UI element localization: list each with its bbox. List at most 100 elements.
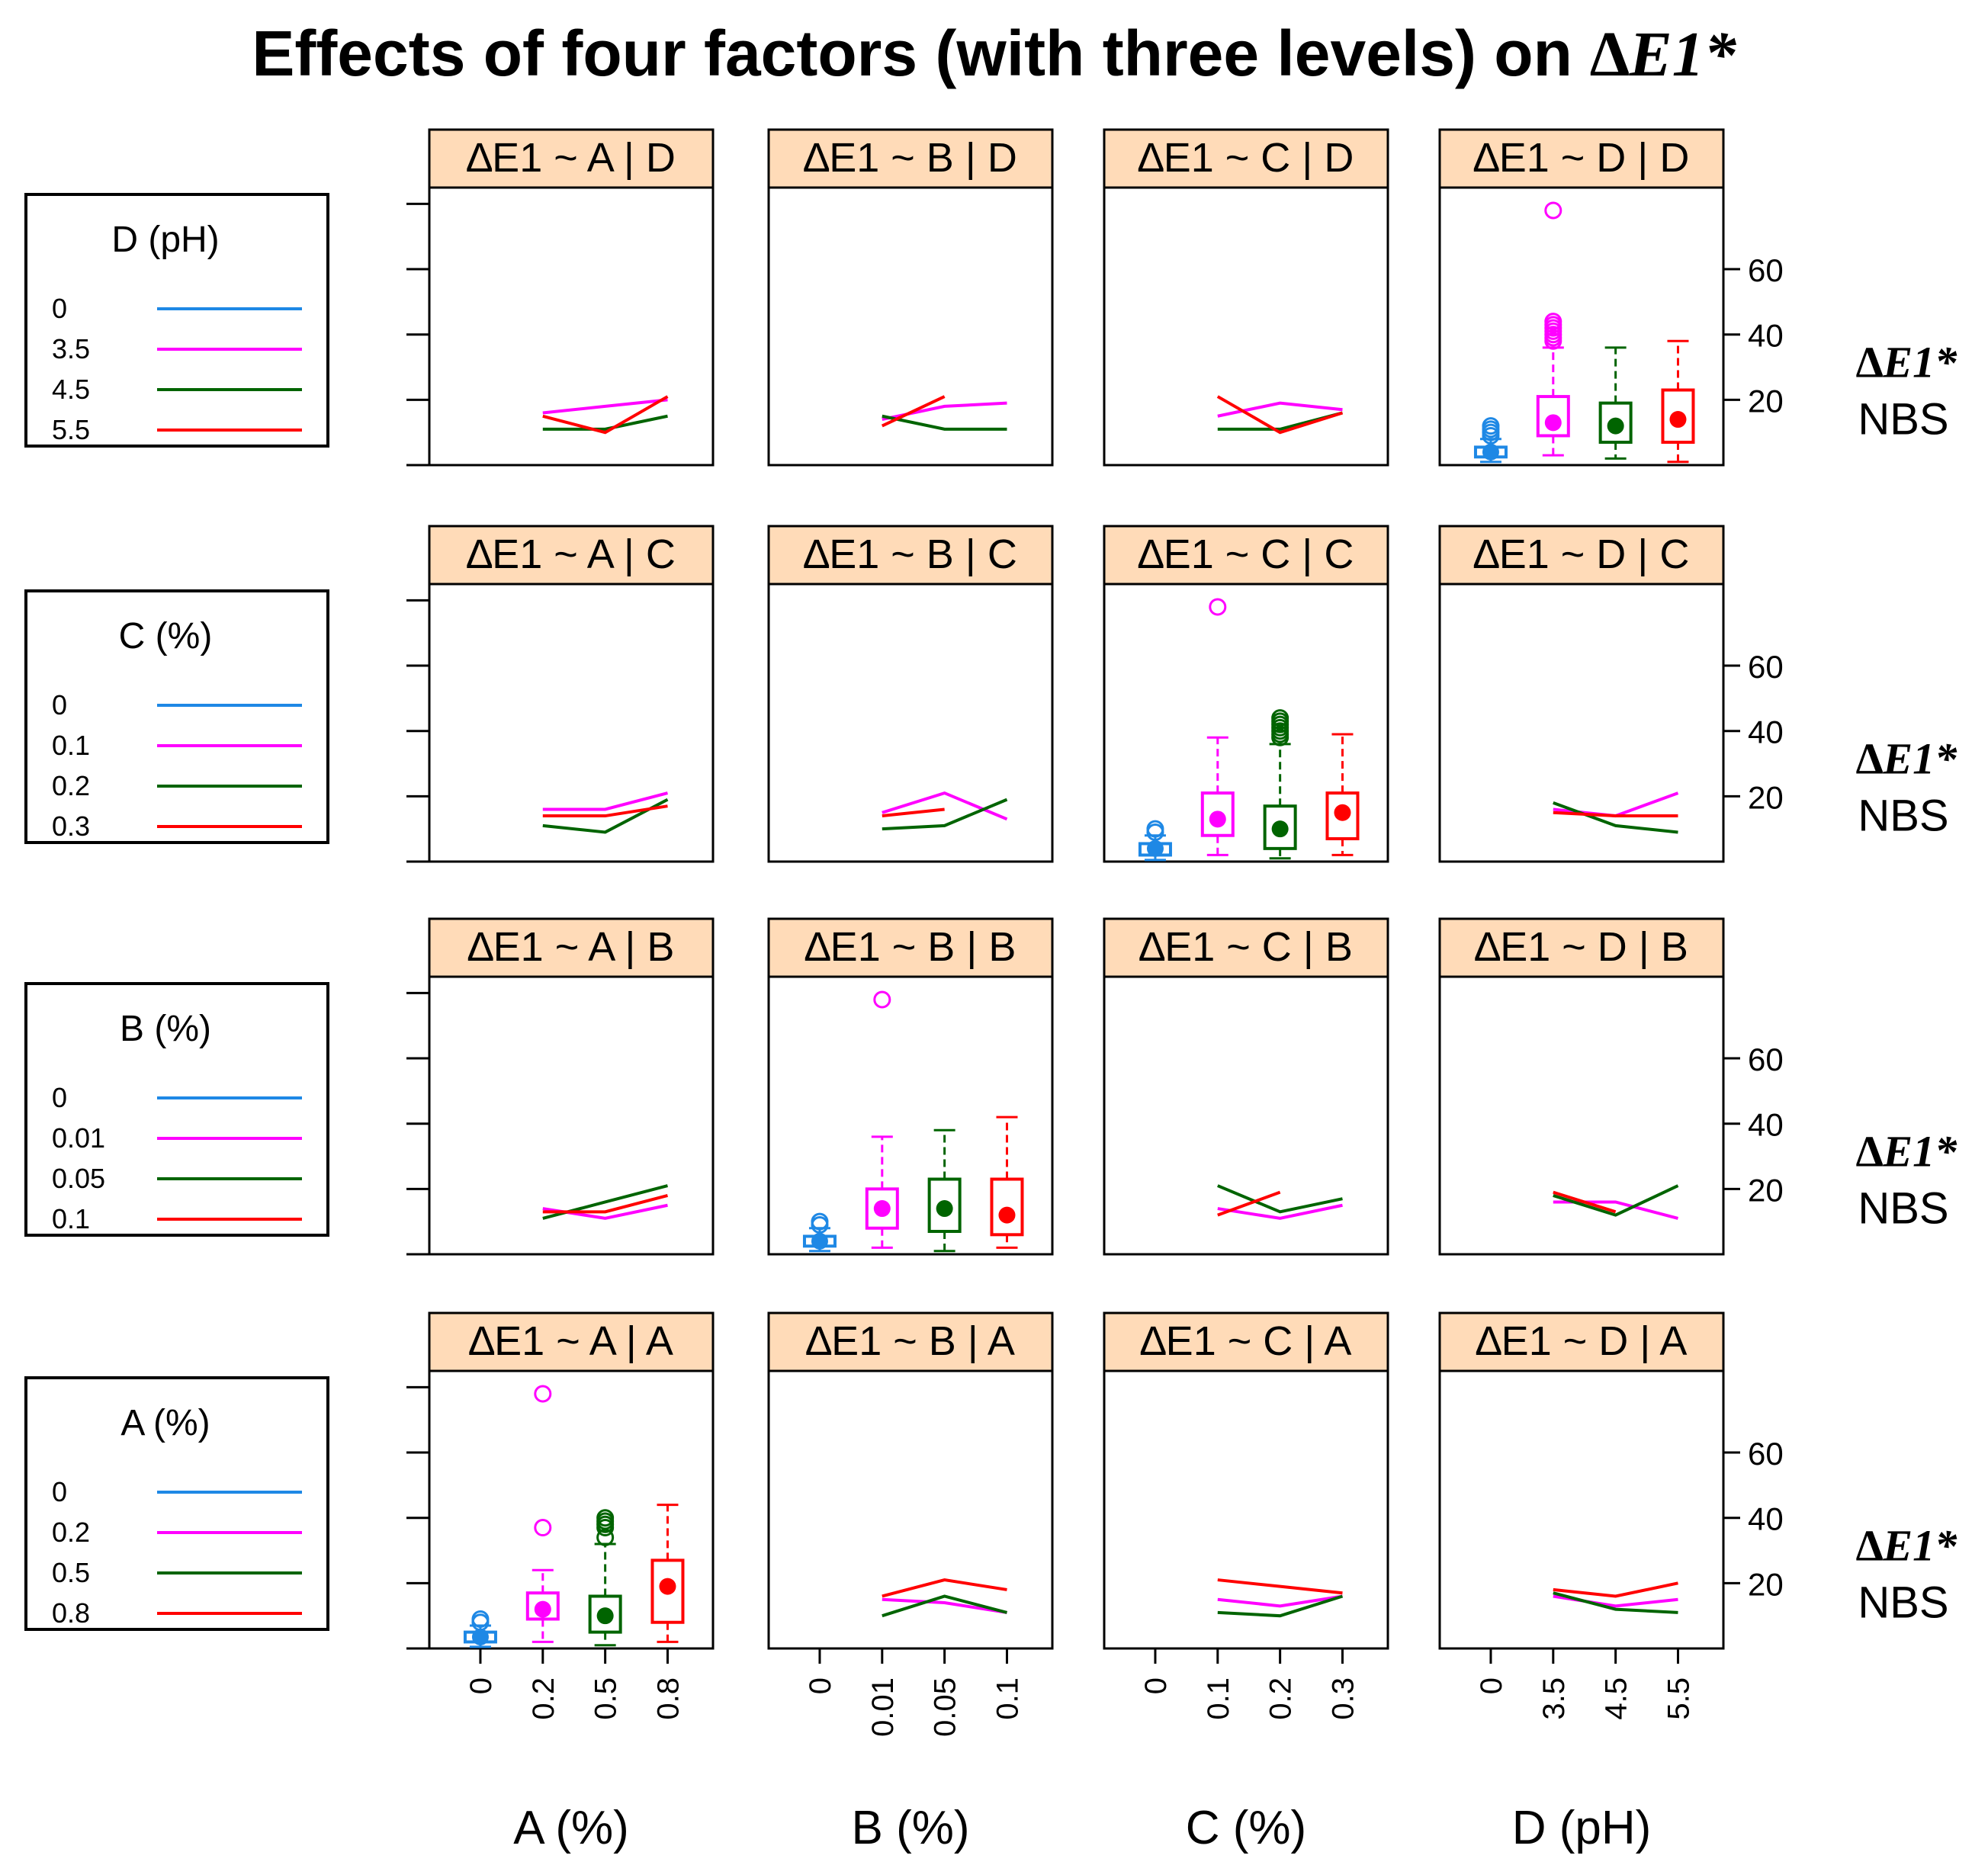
x-axis-label: A (%) [513,1802,629,1854]
box-outlier [1271,709,1289,727]
box-outlier [1544,201,1562,220]
right-axis-tick-label: 60 [1748,1042,1784,1077]
panel-strip-label: ∆E1 ~ B | C [804,531,1017,577]
panel-frame [428,975,715,1256]
interaction-line [1217,411,1343,431]
panel-frame [1103,583,1389,863]
right-axis-tick-label: 20 [1748,383,1784,419]
right-axis-sublabel: NBS [1858,1183,1948,1233]
x-axis-tick-label: 3.5 [1537,1677,1571,1720]
x-axis-label: C (%) [1186,1802,1306,1854]
x-axis-tick-label: 0 [464,1677,498,1694]
legend-level-label: 0.2 [52,1517,90,1548]
panel-strip [1103,917,1389,978]
interaction-line [881,395,946,428]
panel-strip-label: ∆E1 ~ C | C [1139,531,1354,577]
right-axis-tick-label: 40 [1748,1501,1784,1537]
panel-frame [428,583,715,863]
right-axis-tick-label: 60 [1748,1436,1784,1472]
interaction-line [542,1193,668,1214]
box-body [1200,791,1235,837]
box-median-dot [998,1206,1016,1224]
x-axis-tick-label: 0.8 [651,1677,685,1720]
legend-level-label: 0.5 [52,1557,90,1588]
legend-level-label: 0 [52,1082,67,1113]
box-outlier [534,1385,552,1403]
legend-level-label: 0.2 [52,770,90,801]
legend-level-label: 0.8 [52,1597,90,1629]
right-axis-label: ∆E1* [1856,733,1957,783]
panel-strip [1438,917,1725,978]
panel-frame [1103,186,1389,467]
legend-level-label: 0.1 [52,1203,90,1234]
right-axis-tick-label: 20 [1748,779,1784,815]
panel-strip [428,1311,715,1372]
box-median-dot [1482,443,1499,461]
x-axis-tick-label: 0.01 [866,1677,900,1737]
legend-level-label: 0.1 [52,730,90,761]
box-median-dot [1209,811,1226,828]
panel-frame [767,186,1054,467]
right-axis-sublabel: NBS [1858,791,1948,840]
interaction-line [1217,401,1343,418]
right-axis-tick-label: 60 [1748,649,1784,685]
right-axis-tick-label: 20 [1748,1566,1784,1602]
chart-title: Effects of four factors (with three leve… [0,17,1988,91]
box-outlier [596,1509,615,1527]
box-outlier [811,1212,829,1231]
box-body [588,1594,622,1634]
box-body [1263,804,1297,850]
box-median-dot [873,1200,891,1218]
x-axis-tick-label: 0.2 [1264,1677,1298,1720]
x-axis-tick-label: 0 [1475,1677,1508,1694]
interaction-line [882,1597,1007,1614]
panel-strip-label: ∆E1 ~ B | A [806,1318,1015,1364]
x-axis-tick-label: 0 [804,1677,837,1694]
panel-strip-label: ∆E1 ~ C | D [1139,135,1354,181]
panel-strip-label: ∆E1 ~ B | D [804,135,1017,181]
box-body [927,1177,962,1234]
box-body [1598,401,1633,445]
interaction-line [1217,1578,1343,1595]
legend-level-label: 3.5 [52,333,90,364]
box-outlier [471,1610,490,1628]
box-outlier [1544,313,1562,331]
legend-level-label: 4.5 [52,374,90,405]
x-axis-label: B (%) [852,1802,970,1854]
panel-strip [1103,128,1389,189]
interaction-line [542,395,669,435]
box-body [1661,388,1695,445]
panel-strip-label: ∆E1 ~ D | D [1474,135,1690,181]
panel-frame [1103,1369,1389,1650]
x-axis-tick-label: 0.2 [527,1677,560,1720]
legend-level-label: 0.3 [52,811,90,842]
panel-frame [767,583,1054,863]
interaction-line [1553,1581,1678,1598]
panel-frame [767,1369,1054,1650]
panel-strip [767,1311,1054,1372]
interaction-line [1553,811,1678,818]
interaction-line [1217,1594,1344,1618]
box-median-dot [811,1232,828,1250]
legend-box [24,193,329,448]
x-axis-tick-label: 0.1 [1202,1677,1235,1720]
box-outlier [873,990,891,1009]
legend-level-label: 0 [52,689,67,721]
legend-box [24,982,329,1237]
box-outlier [1482,417,1500,435]
panel-strip [1438,1311,1725,1372]
panel-strip [1438,525,1725,586]
interaction-line [1217,1190,1281,1217]
panel-strip-label: ∆E1 ~ A | C [467,531,676,577]
x-axis-tick-label: 0.3 [1326,1677,1360,1720]
panel-strip-label: ∆E1 ~ A | D [467,135,676,181]
legend-title: C (%) [119,616,213,656]
panel-frame [1438,1369,1725,1650]
chart-title-text: Effects of four factors (with three leve… [252,18,1572,89]
interaction-line [882,791,1008,821]
box-median-dot [1146,839,1164,857]
panel-strip-label: ∆E1 ~ D | C [1474,531,1690,577]
panel-strip [1103,1311,1389,1372]
panel-strip-label: ∆E1 ~ C | A [1141,1318,1352,1364]
interaction-line [882,798,1008,831]
